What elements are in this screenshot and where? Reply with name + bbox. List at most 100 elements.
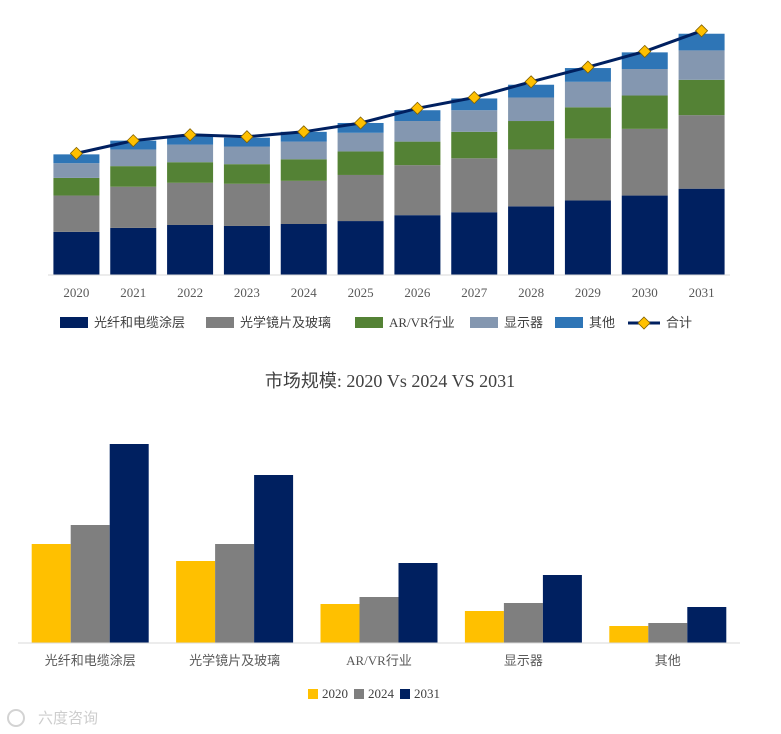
total-marker [126,134,140,148]
bar [359,597,399,643]
bar-segment [167,144,214,163]
bar-segment [53,163,100,178]
bar-segment [223,225,270,275]
x-tick-label: 2023 [234,285,260,300]
legend-label: 光学镜片及玻璃 [240,315,331,330]
legend: 2020 2024 2031 [308,686,440,701]
total-marker [240,130,254,144]
total-markers [69,24,709,160]
legend-label: 其他 [589,315,615,330]
bar-segment [678,33,725,51]
x-tick-label: 光学镜片及玻璃 [189,653,280,668]
legend-label: 2031 [414,686,440,701]
bar-segment [621,69,668,96]
bar-segment [394,141,441,166]
total-marker [297,125,311,139]
x-tick-label: 2031 [689,285,715,300]
x-tick-label: 2025 [348,285,374,300]
bar-segment [621,195,668,275]
bar-segment [110,149,157,167]
grouped-bar-chart: 市场规模: 2020 Vs 2024 VS 2031 光纤和电缆涂层 光学镜片及玻… [18,371,740,701]
legend-label: 2020 [322,686,348,701]
bar-segment [167,224,214,275]
bar-segment [280,141,327,160]
x-tick-label: 2021 [120,285,146,300]
legend-label: 光纤和电缆涂层 [94,315,185,330]
bar [70,525,110,643]
bar-segment [451,131,498,159]
x-tick-label: 其他 [655,653,681,668]
bar-segment [167,182,214,225]
bar-segment [451,110,498,132]
bar-segment [678,188,725,275]
bar-segment [564,200,611,275]
bar-segment [394,165,441,216]
total-marker [467,90,481,105]
x-tick-label: 2030 [632,285,658,300]
legend-label: 合计 [666,315,692,330]
bar-segment [167,162,214,183]
bar-segment [337,151,384,175]
total-line [76,29,703,155]
total-marker [581,60,595,74]
total-marker [638,44,652,58]
bar [215,544,255,643]
total-marker [183,128,197,142]
bar-segment [110,186,157,228]
watermark-text: 六度咨询 [38,709,98,727]
bar [320,604,360,643]
legend-swatch [206,317,234,328]
bar-segment [564,107,611,139]
bar [542,575,582,643]
x-tick-label: AR/VR行业 [346,653,412,668]
bar-segment [223,164,270,184]
x-tick-label: 2027 [461,285,488,300]
bar-segment [110,227,157,275]
bar [609,626,649,643]
bar-segment [621,128,668,196]
bar-segment [564,81,611,108]
grouped-bars [31,444,727,643]
legend-label: AR/VR行业 [389,315,455,330]
bar-segment [280,159,327,181]
total-marker [524,75,538,89]
legend-swatch [354,689,364,699]
x-tick-labels: 光纤和电缆涂层 光学镜片及玻璃 AR/VR行业 显示器 其他 [45,653,681,668]
legend-swatch [308,689,318,699]
stacked-bar-chart: 2020 2021 2022 2023 2024 2025 2026 2027 2028 2029… [48,24,730,330]
bar-segment [678,115,725,189]
x-tick-label: 显示器 [504,653,543,668]
bar [31,544,71,643]
bar [109,444,149,643]
bar-segment [394,110,441,122]
x-tick-label: 2022 [177,285,203,300]
bar-segment [110,166,157,187]
watermark-logo: 六度咨询 [7,709,98,727]
bar-segment [564,138,611,201]
bar-segment [53,195,100,232]
total-marker [410,101,424,115]
x-tick-label: 光纤和电缆涂层 [45,653,136,668]
bar-segment [394,121,441,142]
bar-segment [280,224,327,275]
legend-label: 2024 [368,686,395,701]
x-tick-labels: 2020 2021 2022 2023 2024 2025 2026 2027 2028 2029… [63,285,714,300]
bar-segment [508,97,555,122]
bar-segment [394,215,441,275]
legend-swatch [355,317,383,328]
bar [464,611,504,643]
total-marker [354,116,368,130]
legend-marker [637,316,651,330]
bar-segment [53,177,100,196]
bar-segment [451,212,498,275]
bar [503,603,543,643]
bar-segment [508,121,555,150]
x-tick-label: 2028 [518,285,544,300]
bar [398,563,438,643]
bar-segment [508,149,555,207]
chart-title: 市场规模: 2020 Vs 2024 VS 2031 [265,371,515,391]
bar-segment [678,50,725,80]
bar-segment [337,221,384,275]
bar [254,475,294,643]
